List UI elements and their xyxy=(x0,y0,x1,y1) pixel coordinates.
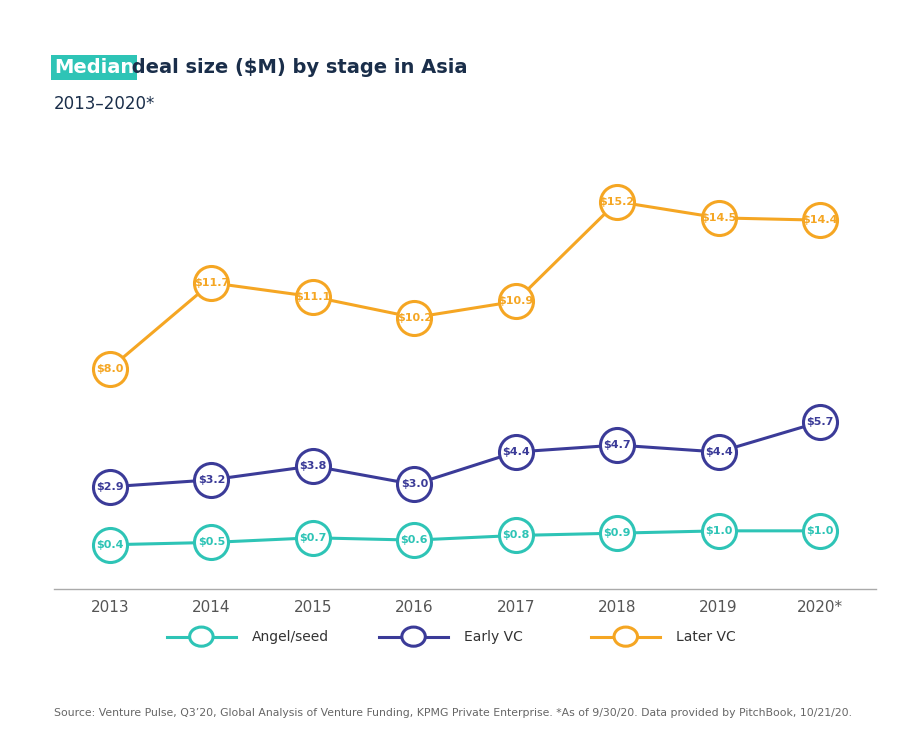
Text: $14.5: $14.5 xyxy=(700,213,735,223)
Point xyxy=(711,525,725,537)
Point xyxy=(407,478,421,490)
Text: Later VC: Later VC xyxy=(676,629,735,644)
Text: $11.1: $11.1 xyxy=(295,291,330,302)
Text: $4.7: $4.7 xyxy=(603,440,630,450)
Point xyxy=(204,277,218,289)
Text: Source: Venture Pulse, Q3’20, Global Analysis of Venture Funding, KPMG Private E: Source: Venture Pulse, Q3’20, Global Ana… xyxy=(54,707,851,718)
Text: $1.0: $1.0 xyxy=(805,526,833,536)
Text: $0.7: $0.7 xyxy=(299,533,327,542)
Text: $4.4: $4.4 xyxy=(704,447,732,457)
Text: $0.6: $0.6 xyxy=(400,535,428,545)
Text: $10.9: $10.9 xyxy=(498,297,533,306)
Point xyxy=(407,311,421,323)
Text: $1.0: $1.0 xyxy=(704,526,732,536)
Point xyxy=(103,363,117,375)
Text: $0.9: $0.9 xyxy=(603,528,630,538)
Point xyxy=(103,481,117,492)
Point xyxy=(508,530,522,542)
Text: Angel/seed: Angel/seed xyxy=(252,629,328,644)
Text: 2013–2020*: 2013–2020* xyxy=(54,95,155,113)
Text: $8.0: $8.0 xyxy=(97,364,124,374)
Text: $3.8: $3.8 xyxy=(299,461,327,471)
Text: $11.7: $11.7 xyxy=(194,277,229,288)
Point xyxy=(508,295,522,307)
Text: Early VC: Early VC xyxy=(464,629,522,644)
Point xyxy=(305,460,319,472)
Point xyxy=(812,416,826,428)
Point xyxy=(407,534,421,546)
Point xyxy=(305,291,319,302)
Point xyxy=(204,537,218,548)
Text: $14.4: $14.4 xyxy=(802,215,837,225)
Text: Median: Median xyxy=(54,58,134,77)
Text: $10.2: $10.2 xyxy=(396,313,431,322)
Point xyxy=(812,214,826,226)
Point xyxy=(508,446,522,458)
Text: $15.2: $15.2 xyxy=(599,197,634,207)
Text: $2.9: $2.9 xyxy=(96,482,124,492)
Point xyxy=(103,539,117,551)
Text: $0.5: $0.5 xyxy=(198,537,225,548)
Text: $0.8: $0.8 xyxy=(502,531,529,540)
Text: $4.4: $4.4 xyxy=(502,447,529,457)
Point xyxy=(812,525,826,537)
Point xyxy=(610,439,624,451)
Text: deal size ($M) by stage in Asia: deal size ($M) by stage in Asia xyxy=(124,58,466,77)
Point xyxy=(711,212,725,224)
Text: $3.0: $3.0 xyxy=(400,479,428,489)
Text: $0.4: $0.4 xyxy=(97,539,124,550)
Text: $5.7: $5.7 xyxy=(805,417,833,427)
Point xyxy=(204,474,218,486)
Text: $3.2: $3.2 xyxy=(198,475,225,485)
Point xyxy=(711,446,725,458)
Point xyxy=(610,196,624,208)
Point xyxy=(305,532,319,544)
Point xyxy=(610,527,624,539)
